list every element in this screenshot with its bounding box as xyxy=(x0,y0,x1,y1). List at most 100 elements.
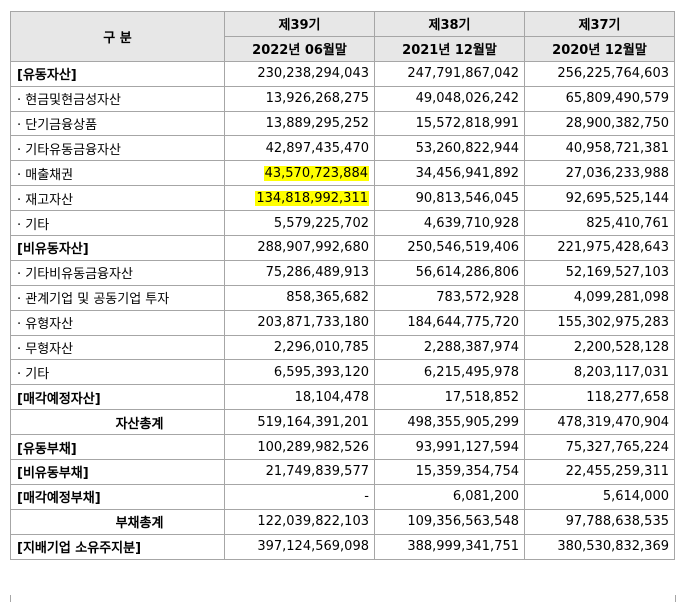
row-label: 부채총계 xyxy=(10,508,225,535)
cell-value: 65,809,490,579 xyxy=(524,85,675,112)
highlight-mark: 134,818,992,311 xyxy=(255,190,369,206)
row-label: · 기타유동금융자산 xyxy=(10,135,225,162)
cell-value: 380,530,832,369 xyxy=(524,533,675,560)
table-row: · 재고자산 134,818,992,311 90,813,546,045 92… xyxy=(10,185,675,212)
cell-value: 118,277,658 xyxy=(524,384,675,411)
row-label: [매각예정부채] xyxy=(10,483,225,510)
cell-value: 34,456,941,892 xyxy=(374,160,525,187)
cell-value: 40,958,721,381 xyxy=(524,135,675,162)
table-continuation-edge xyxy=(10,595,676,602)
header-date-2022: 2022년 06월말 xyxy=(224,35,375,62)
cell-value: 397,124,569,098 xyxy=(224,533,375,560)
cell-value: 230,238,294,043 xyxy=(224,60,375,87)
cell-value: 155,302,975,283 xyxy=(524,309,675,336)
table-row: · 매출채권 43,570,723,884 34,456,941,892 27,… xyxy=(10,160,675,187)
cell-value: 6,595,393,120 xyxy=(224,359,375,386)
row-label: [매각예정자산] xyxy=(10,384,225,411)
table-row: · 기타 5,579,225,702 4,639,710,928 825,410… xyxy=(10,210,675,237)
cell-value: 109,356,563,548 xyxy=(374,508,525,535)
cell-value: 858,365,682 xyxy=(224,284,375,311)
cell-value: 21,749,839,577 xyxy=(224,459,375,485)
cell-value: 2,288,387,974 xyxy=(374,334,525,361)
row-label: 자산총계 xyxy=(10,409,225,436)
table-row: · 기타유동금융자산 42,897,435,470 53,260,822,944… xyxy=(10,135,675,162)
row-label: · 관계기업 및 공동기업 투자 xyxy=(10,284,225,311)
cell-value: 15,359,354,754 xyxy=(374,459,525,485)
table-row-total: 부채총계 122,039,822,103 109,356,563,548 97,… xyxy=(10,508,675,535)
table-row: · 기타 6,595,393,120 6,215,495,978 8,203,1… xyxy=(10,359,675,386)
row-label: · 유형자산 xyxy=(10,309,225,336)
cell-value: 2,200,528,128 xyxy=(524,334,675,361)
cell-value: 52,169,527,103 xyxy=(524,259,675,286)
cell-value: 250,546,519,406 xyxy=(374,235,525,261)
cell-value: 22,455,259,311 xyxy=(524,459,675,485)
cell-value: 498,355,905,299 xyxy=(374,409,525,436)
row-label: · 현금및현금성자산 xyxy=(10,85,225,112)
table-row: [비유동자산] 288,907,992,680 250,546,519,406 … xyxy=(10,235,675,261)
row-label: [비유동부채] xyxy=(10,459,225,485)
cell-value: 519,164,391,201 xyxy=(224,409,375,436)
cell-value: 783,572,928 xyxy=(374,284,525,311)
cell-value: 4,639,710,928 xyxy=(374,210,525,237)
cell-value: 49,048,026,242 xyxy=(374,85,525,112)
cell-value: 100,289,982,526 xyxy=(224,434,375,461)
cell-value: 388,999,341,751 xyxy=(374,533,525,560)
financial-table: 구 분 제39기 제38기 제37기 2022년 06월말 2021년 12월말… xyxy=(10,11,675,560)
row-label: [지배기업 소유주지분] xyxy=(10,533,225,560)
header-period-38: 제38기 xyxy=(374,11,525,37)
table-row: · 무형자산 2,296,010,785 2,288,387,974 2,200… xyxy=(10,334,675,361)
cell-value: 42,897,435,470 xyxy=(224,135,375,162)
cell-value: 221,975,428,643 xyxy=(524,235,675,261)
table-row: [유동자산] 230,238,294,043 247,791,867,042 2… xyxy=(10,60,675,87)
cell-value: 93,991,127,594 xyxy=(374,434,525,461)
cell-value: 247,791,867,042 xyxy=(374,60,525,87)
cell-value-highlighted: 134,818,992,311 xyxy=(224,185,375,212)
cell-value: 56,614,286,806 xyxy=(374,259,525,286)
header-period-39: 제39기 xyxy=(224,11,375,37)
cell-value: 13,926,268,275 xyxy=(224,85,375,112)
cell-value: 28,900,382,750 xyxy=(524,110,675,137)
header-date-2020: 2020년 12월말 xyxy=(524,35,675,62)
row-label: · 기타 xyxy=(10,210,225,237)
cell-value: 203,871,733,180 xyxy=(224,309,375,336)
cell-value: 256,225,764,603 xyxy=(524,60,675,87)
row-label: · 기타비유동금융자산 xyxy=(10,259,225,286)
cell-value: 8,203,117,031 xyxy=(524,359,675,386)
header-category: 구 분 xyxy=(10,11,225,62)
table-row-total: 자산총계 519,164,391,201 498,355,905,299 478… xyxy=(10,409,675,436)
cell-value: 5,579,225,702 xyxy=(224,210,375,237)
table-row: · 관계기업 및 공동기업 투자 858,365,682 783,572,928… xyxy=(10,284,675,311)
cell-value: 184,644,775,720 xyxy=(374,309,525,336)
header-date-2021: 2021년 12월말 xyxy=(374,35,525,62)
cell-value: 288,907,992,680 xyxy=(224,235,375,261)
cell-value: 4,099,281,098 xyxy=(524,284,675,311)
table-row: · 단기금융상품 13,889,295,252 15,572,818,991 2… xyxy=(10,110,675,137)
highlight-mark: 43,570,723,884 xyxy=(263,165,369,181)
row-label: · 무형자산 xyxy=(10,334,225,361)
table-row: [매각예정자산] 18,104,478 17,518,852 118,277,6… xyxy=(10,384,675,411)
cell-value: 75,327,765,224 xyxy=(524,434,675,461)
cell-value: 13,889,295,252 xyxy=(224,110,375,137)
row-label: [유동자산] xyxy=(10,60,225,87)
table-row: [비유동부채] 21,749,839,577 15,359,354,754 22… xyxy=(10,459,675,485)
header-row-periods: 구 분 제39기 제38기 제37기 xyxy=(10,11,675,62)
cell-value: 478,319,470,904 xyxy=(524,409,675,436)
cell-value: 15,572,818,991 xyxy=(374,110,525,137)
table-row: [유동부채] 100,289,982,526 93,991,127,594 75… xyxy=(10,434,675,461)
cell-value: 18,104,478 xyxy=(224,384,375,411)
cell-value: 53,260,822,944 xyxy=(374,135,525,162)
table-row: · 현금및현금성자산 13,926,268,275 49,048,026,242… xyxy=(10,85,675,112)
cell-value: 122,039,822,103 xyxy=(224,508,375,535)
header-period-37: 제37기 xyxy=(524,11,675,37)
row-label: [비유동자산] xyxy=(10,235,225,261)
cell-value: 2,296,010,785 xyxy=(224,334,375,361)
row-label: · 기타 xyxy=(10,359,225,386)
cell-value: 92,695,525,144 xyxy=(524,185,675,212)
header-row-dates: 2022년 06월말 2021년 12월말 2020년 12월말 xyxy=(11,35,675,62)
row-label: · 재고자산 xyxy=(10,185,225,212)
cell-value: - xyxy=(224,483,375,510)
cell-value: 90,813,546,045 xyxy=(374,185,525,212)
table-row: · 유형자산 203,871,733,180 184,644,775,720 1… xyxy=(10,309,675,336)
cell-value: 17,518,852 xyxy=(374,384,525,411)
cell-value: 97,788,638,535 xyxy=(524,508,675,535)
